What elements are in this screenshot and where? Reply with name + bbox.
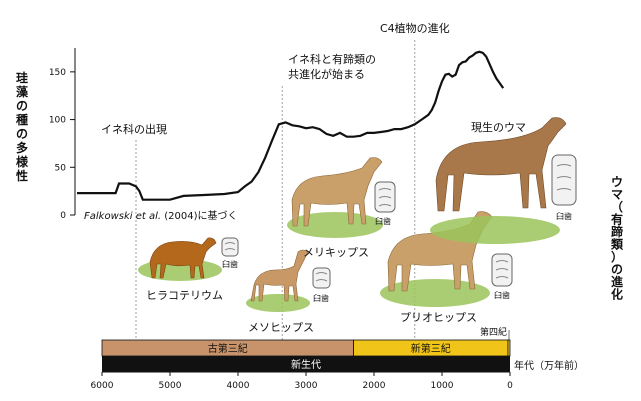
vertical-char: ） (611, 249, 623, 264)
period-bar (507, 339, 511, 357)
molar-tooth-icon (374, 181, 396, 213)
vertical-char: 進 (611, 274, 624, 289)
vertical-char: マ (611, 188, 623, 202)
period-label: 新第三紀 (411, 342, 451, 355)
molar-tooth-icon (551, 154, 577, 206)
vertical-char: 藻 (16, 84, 29, 99)
vertical-char: 蹄 (611, 224, 623, 239)
vertical-char: 性 (15, 168, 28, 183)
x-axis-label: 年代（万年前） (514, 359, 584, 372)
x-tick-label: 6000 (91, 381, 114, 391)
molar-tooth-icon (491, 253, 513, 287)
horse-modern: 臼歯 現生のウマ (430, 117, 577, 244)
era-label: 新生代 (291, 358, 321, 371)
period-bars: 古第三紀 新第三紀 第四紀 (101, 326, 511, 357)
x-tick-label: 1000 (431, 381, 454, 391)
vertical-char: 種 (16, 112, 28, 127)
diatom-diversity-line (77, 50, 505, 201)
horse-label: メソヒップス (248, 321, 314, 334)
x-tick-label: 2000 (363, 381, 386, 391)
molar-tooth-icon (312, 267, 331, 289)
x-tick-label: 4000 (227, 381, 250, 391)
horse-label: メリキップス (303, 246, 369, 259)
period-label: 古第三紀 (208, 342, 248, 355)
horse-label: プリオヒップス (400, 311, 477, 324)
y-axis: 0 50 100 150 (49, 48, 76, 221)
x-tick-label: 0 (507, 381, 513, 391)
y-tick-label: 100 (49, 116, 66, 126)
tooth-label: 臼歯 (313, 293, 329, 303)
y-tick-label: 150 (49, 68, 66, 78)
horse-label: 現生のウマ (471, 120, 526, 134)
vertical-char: 様 (16, 154, 29, 169)
tooth-label: 臼歯 (222, 259, 238, 269)
vertical-char: の (611, 263, 623, 277)
vertical-char: （ (611, 199, 623, 214)
annotation-grass-origin: イネ科の出現 (101, 122, 167, 136)
x-tick-label: 5000 (159, 381, 182, 391)
vertical-char: 化 (611, 287, 623, 302)
era-rect (102, 356, 510, 372)
horse-mesohippus: 臼歯 メソヒップス (246, 249, 331, 334)
annotation-coevolution: イネ科と有蹄類の 共進化が始まる (288, 52, 380, 81)
era-bar: 新生代 (102, 356, 510, 372)
tooth-label: 臼歯 (494, 290, 510, 300)
vertical-char: 有 (611, 212, 623, 227)
vertical-char: 類 (610, 237, 624, 252)
y-tick-label: 0 (60, 211, 66, 221)
tooth-label: 臼歯 (375, 216, 391, 226)
period-label: 第四紀 (480, 326, 507, 338)
x-axis: 6000 5000 4000 3000 2000 1000 0 (91, 371, 513, 391)
vertical-char: 多 (16, 140, 28, 155)
horse-merychippus: 臼歯 メリキップス (287, 157, 396, 259)
vertical-char: の (16, 127, 28, 141)
vertical-char: ウ (611, 175, 623, 189)
credit-text: Falkowski et al. (2004)に基づく (84, 209, 238, 222)
tooth-label: 臼歯 (556, 211, 572, 221)
molar-tooth-icon (221, 237, 239, 257)
x-tick-label: 3000 (295, 381, 318, 391)
horse-hyracotherium: 臼歯 ヒラコテリウム (138, 237, 239, 302)
y-tick-label: 50 (55, 163, 67, 173)
right-title: ウマ（有蹄類）の進化 (610, 175, 624, 302)
vertical-char: の (16, 99, 28, 113)
vertical-char: 珪 (16, 70, 28, 85)
annotation-c4-plants: C4植物の進化 (380, 21, 450, 35)
horse-label: ヒラコテリウム (146, 289, 223, 302)
